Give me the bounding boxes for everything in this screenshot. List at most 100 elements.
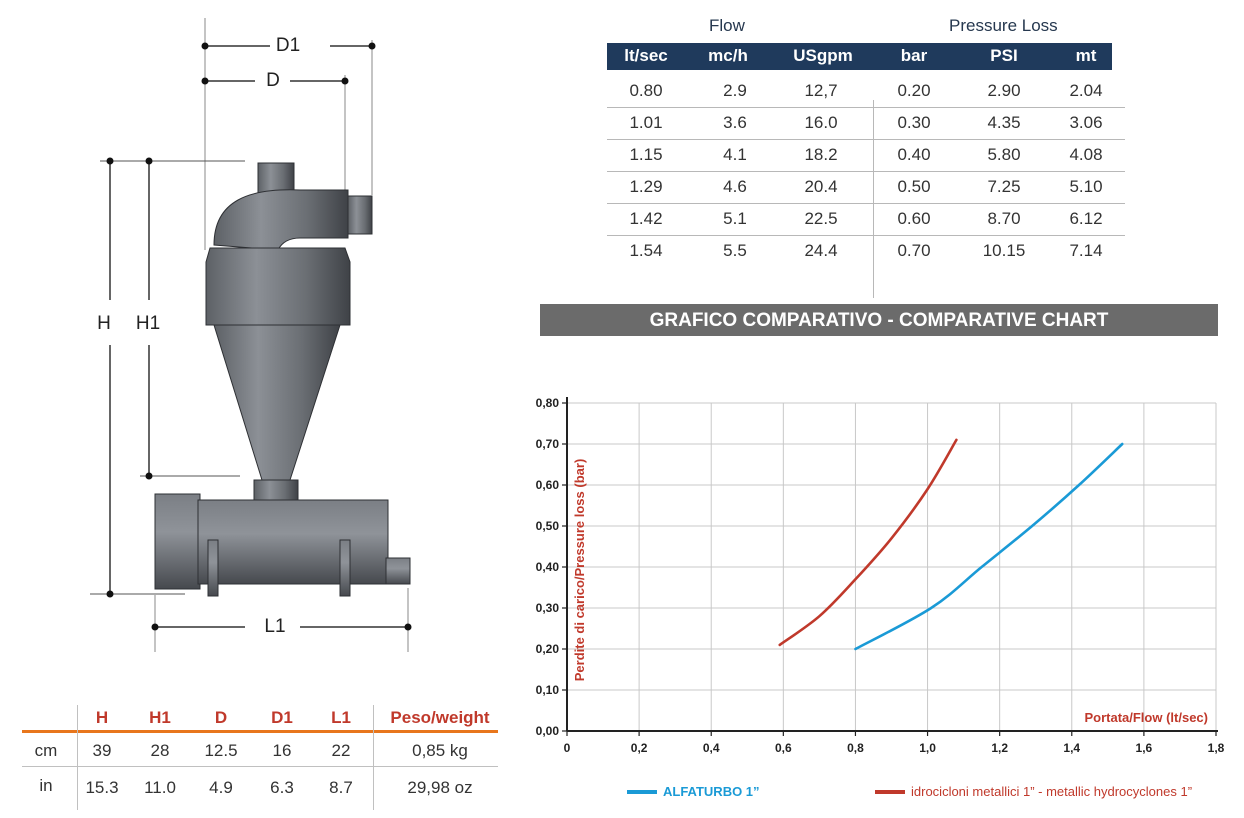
header-psi: PSI bbox=[990, 46, 1018, 65]
hydrocyclone-drawing bbox=[90, 18, 412, 652]
cell: 16.0 bbox=[804, 113, 838, 132]
column-divider bbox=[373, 705, 374, 810]
cell: 24.4 bbox=[804, 241, 838, 260]
cell: 4.35 bbox=[987, 113, 1021, 132]
cell: 22.5 bbox=[804, 209, 838, 228]
header-mc-h: mc/h bbox=[708, 46, 748, 65]
comparative-line-chart: 0 0,2 0,4 0,6 0,8 1,0 1,2 1,4 1,6 1,8 0,00 0,10 0,20… bbox=[536, 396, 1225, 755]
y-tick-label: 0,30 bbox=[536, 601, 560, 615]
cell: 4.6 bbox=[723, 177, 747, 196]
header-d: D bbox=[214, 708, 228, 727]
cell: 0.70 bbox=[897, 241, 931, 260]
cell: 28 bbox=[150, 741, 170, 760]
cell: 2.04 bbox=[1069, 81, 1103, 100]
dimension-label-d: D bbox=[262, 70, 284, 92]
x-tick-label: 0,4 bbox=[703, 741, 720, 755]
table-row: 1.01 3.6 16.0 0.30 4.35 3.06 bbox=[607, 107, 1125, 140]
x-tick-label: 0 bbox=[564, 741, 571, 755]
row-divider bbox=[22, 766, 498, 767]
cell: 0.80 bbox=[629, 81, 663, 100]
cell: 2.9 bbox=[723, 81, 747, 100]
chart-series bbox=[778, 438, 1124, 651]
cell: 6.3 bbox=[270, 778, 294, 797]
x-tick-label: 1,4 bbox=[1063, 741, 1080, 755]
cell: 15.3 bbox=[85, 778, 119, 797]
header-bar: bar bbox=[900, 46, 928, 65]
y-tick-label: 0,40 bbox=[536, 560, 560, 574]
cell: 0.30 bbox=[897, 113, 931, 132]
cell: 7.25 bbox=[987, 177, 1021, 196]
cell: 2.90 bbox=[987, 81, 1021, 100]
table-row: 1.29 4.6 20.4 0.50 7.25 5.10 bbox=[607, 171, 1125, 204]
x-tick-label: 1,8 bbox=[1208, 741, 1225, 755]
table-row: 0.80 2.9 12,7 0.20 2.90 2.04 bbox=[607, 75, 1125, 108]
y-tick-label: 0,10 bbox=[536, 683, 560, 697]
cell: 0.50 bbox=[897, 177, 931, 196]
cell: 10.15 bbox=[982, 241, 1026, 260]
cell: 1.01 bbox=[629, 113, 663, 132]
series-line-1 bbox=[778, 438, 958, 647]
cell: 8.70 bbox=[987, 209, 1021, 228]
flow-table-header: lt/sec mc/h USgpm bar PSI mt bbox=[607, 43, 1112, 70]
y-tick-label: 0,00 bbox=[536, 724, 560, 738]
y-tick-label: 0,70 bbox=[536, 437, 560, 451]
cell: 16 bbox=[272, 741, 292, 760]
cell: 0,85 kg bbox=[412, 741, 468, 760]
cell: 0.60 bbox=[897, 209, 931, 228]
header-lt-sec: lt/sec bbox=[624, 46, 668, 65]
cell: 22 bbox=[331, 741, 351, 760]
legend-label-metallic: idrocicloni metallici 1” - metallic hydr… bbox=[911, 784, 1193, 799]
cell: 4.08 bbox=[1069, 145, 1103, 164]
x-axis-label: Portata/Flow (lt/sec) bbox=[1084, 710, 1208, 725]
x-tick-label: 0,6 bbox=[775, 741, 792, 755]
cell: 5.80 bbox=[987, 145, 1021, 164]
cell: 4.1 bbox=[723, 145, 747, 164]
cell: 4.9 bbox=[209, 778, 233, 797]
table-divider bbox=[873, 100, 874, 298]
cell: 1.15 bbox=[629, 145, 663, 164]
series-line-0 bbox=[854, 442, 1124, 651]
header-mt: mt bbox=[1075, 46, 1097, 65]
dimension-label-d1: D1 bbox=[271, 35, 305, 57]
header-weight: Peso/weight bbox=[390, 708, 490, 727]
x-tick-label: 0,8 bbox=[847, 741, 864, 755]
unit-label: cm bbox=[34, 741, 58, 760]
cell: 5.5 bbox=[723, 241, 747, 260]
unit-label: in bbox=[39, 776, 53, 795]
dimension-label-h1: H1 bbox=[131, 313, 165, 335]
header-rule bbox=[22, 730, 498, 733]
x-tick-label: 1,6 bbox=[1136, 741, 1153, 755]
table-row: 1.15 4.1 18.2 0.40 5.80 4.08 bbox=[607, 139, 1125, 172]
y-tick-label: 0,20 bbox=[536, 642, 560, 656]
legend-swatch-metallic bbox=[875, 790, 905, 794]
y-tick-label: 0,50 bbox=[536, 519, 560, 533]
header-l1: L1 bbox=[331, 708, 351, 727]
legend-swatch-alfaturbo bbox=[627, 790, 657, 794]
cell: 18.2 bbox=[804, 145, 838, 164]
pressure-loss-group-label: Pressure Loss bbox=[949, 16, 1058, 35]
header-h: H bbox=[95, 708, 109, 727]
comparative-chart-banner: GRAFICO COMPARATIVO - COMPARATIVE CHART bbox=[540, 304, 1218, 336]
cell: 39 bbox=[92, 741, 112, 760]
x-tick-label: 1,2 bbox=[991, 741, 1008, 755]
table-row: 1.42 5.1 22.5 0.60 8.70 6.12 bbox=[607, 203, 1125, 236]
flow-group-label: Flow bbox=[709, 16, 745, 35]
y-tick-label: 0,80 bbox=[536, 396, 560, 410]
cell: 1.42 bbox=[629, 209, 663, 228]
cell: 29,98 oz bbox=[407, 778, 473, 797]
chart-grid bbox=[567, 402, 1217, 731]
cell: 7.14 bbox=[1069, 241, 1103, 260]
column-divider bbox=[77, 705, 78, 810]
cell: 12.5 bbox=[204, 741, 238, 760]
cell: 11.0 bbox=[144, 778, 176, 797]
x-tick-label: 1,0 bbox=[919, 741, 936, 755]
legend-label-alfaturbo: ALFATURBO 1” bbox=[663, 784, 760, 799]
header-h1: H1 bbox=[149, 708, 171, 727]
table-row: 1.54 5.5 24.4 0.70 10.15 7.14 bbox=[607, 235, 1125, 267]
chart-axes bbox=[562, 397, 1218, 736]
cell: 1.54 bbox=[629, 241, 663, 260]
header-usgpm: USgpm bbox=[793, 46, 853, 65]
cell: 8.7 bbox=[329, 778, 353, 797]
cell: 1.29 bbox=[629, 177, 663, 196]
x-tick-label: 0,2 bbox=[631, 741, 648, 755]
